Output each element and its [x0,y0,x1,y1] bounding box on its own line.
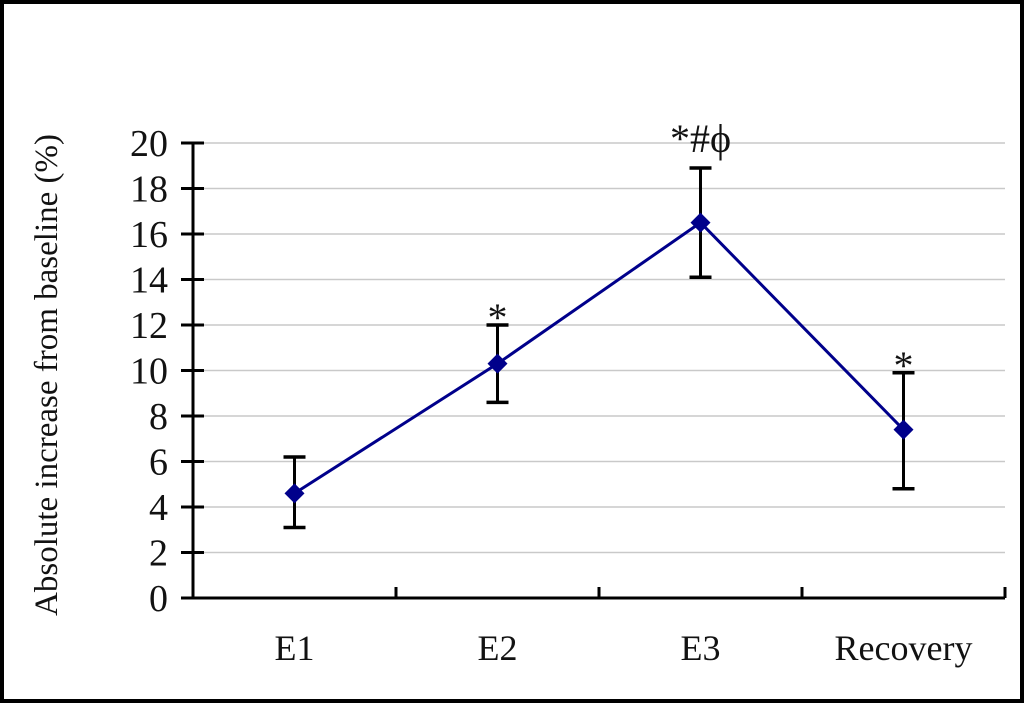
x-category-label: E1 [275,628,315,668]
diamond-marker [690,212,711,233]
diamond-marker [893,419,914,440]
gridlines [193,142,1005,554]
y-tick-label: 2 [149,533,168,575]
diamond-marker [284,483,305,504]
y-tick-label: 4 [149,487,168,529]
y-tick-label: 16 [130,214,168,256]
data-series [283,166,915,530]
y-tick-label: 14 [130,260,168,302]
x-category-label: E2 [478,628,518,668]
x-category-label: E3 [681,628,721,668]
y-tick-label: 6 [149,442,168,484]
diamond-marker [487,353,508,374]
significance-annotation: * [488,295,508,340]
y-tick-label: 8 [149,396,168,438]
y-tick-label: 12 [130,305,168,347]
significance-annotation: *#ϕ [670,116,731,161]
axes [181,141,1007,600]
y-axis-title: Absolute increase from baseline (%) [29,134,65,616]
y-tick-label: 18 [130,169,168,211]
series-line [293,220,905,495]
x-category-label: Recovery [835,628,973,668]
y-tick-label: 20 [130,123,168,165]
significance-annotation: * [894,343,914,388]
y-tick-label: 0 [149,578,168,620]
y-tick-label: 10 [130,351,168,393]
